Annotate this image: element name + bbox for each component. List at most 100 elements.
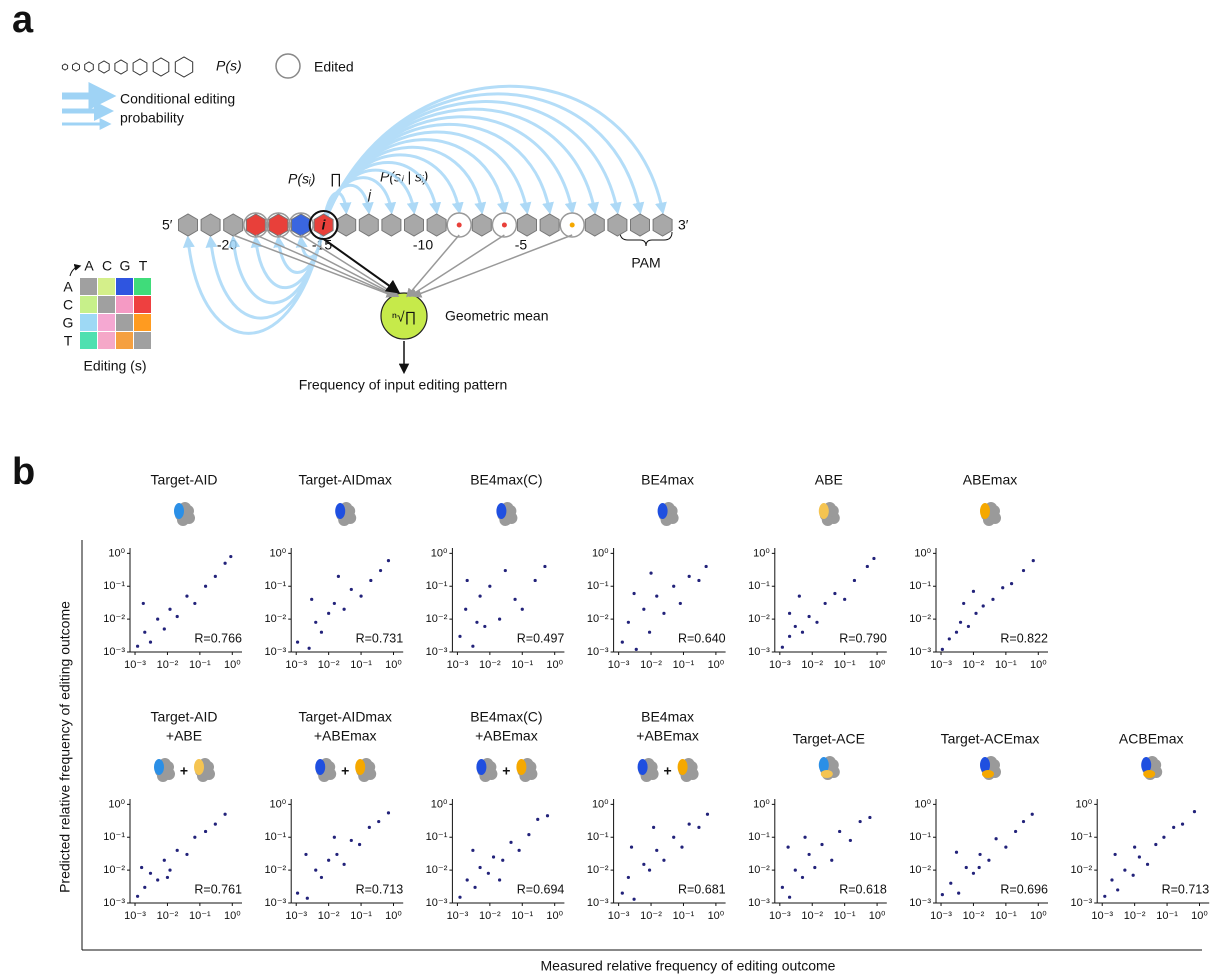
data-point <box>833 592 836 595</box>
data-point <box>978 853 981 856</box>
data-point <box>627 876 630 879</box>
y-tick-label: 10⁻² <box>587 613 609 625</box>
chart-title: Target-ACE <box>793 731 865 747</box>
scatter-plot: BE4max+ABEmax+10⁻³10⁻²10⁻¹10⁰10⁻³10⁻²10⁻… <box>587 709 726 922</box>
chart-title: Target-ACEmax <box>941 731 1040 747</box>
data-point <box>949 882 952 885</box>
x-tick-label: 10⁻² <box>157 659 179 671</box>
icon-domain <box>658 503 668 519</box>
matrix-col: T <box>139 258 148 274</box>
data-point <box>475 621 478 624</box>
x-tick-label: 10⁰ <box>708 659 725 671</box>
data-point <box>168 608 171 611</box>
matrix-row: T <box>64 333 73 349</box>
scatter-plot: BE4max(C)10⁻³10⁻²10⁻¹10⁰10⁻³10⁻²10⁻¹10⁰R… <box>426 472 565 671</box>
y-tick-label: 10⁻² <box>587 864 609 876</box>
edit-dot <box>502 223 507 228</box>
x-tick-label: 10⁰ <box>1030 910 1047 922</box>
x-tick-label: 10⁻² <box>318 910 340 922</box>
icon-domain <box>315 759 325 775</box>
data-point <box>632 592 635 595</box>
correlation: R=0.618 <box>839 882 887 896</box>
x-tick-label: 10⁻² <box>318 659 340 671</box>
data-point <box>820 843 823 846</box>
x-tick-label: 10⁰ <box>869 910 886 922</box>
x-tick-label: 10⁻² <box>801 659 823 671</box>
chart-title: +ABEmax <box>636 728 699 744</box>
y-tick-label: 10⁻¹ <box>264 831 286 843</box>
data-point <box>621 641 624 644</box>
correlation: R=0.766 <box>194 631 242 645</box>
data-point <box>333 836 336 839</box>
data-point <box>314 869 317 872</box>
matrix-cell <box>80 296 97 313</box>
icon-join: + <box>664 763 672 779</box>
chart-title: Target-AIDmax <box>299 709 392 725</box>
x-tick-label: 10⁻¹ <box>834 659 856 671</box>
data-point <box>543 565 546 568</box>
data-point <box>635 648 638 651</box>
data-point <box>350 588 353 591</box>
data-point <box>824 602 827 605</box>
icon-join: + <box>341 763 349 779</box>
legend-text: P(s) <box>216 58 242 74</box>
x-tick-label: 10⁻³ <box>447 659 469 671</box>
legend-hexagon <box>85 62 94 72</box>
y-tick-label: 10⁻³ <box>103 897 125 909</box>
data-point <box>794 625 797 628</box>
matrix-cell <box>116 332 133 349</box>
data-point <box>521 608 524 611</box>
data-point <box>193 836 196 839</box>
data-point <box>688 823 691 826</box>
data-point <box>630 846 633 849</box>
icon-domain <box>516 759 526 775</box>
y-tick-label: 10⁻² <box>264 864 286 876</box>
data-point <box>1162 836 1165 839</box>
data-point <box>868 816 871 819</box>
panel-label: b <box>12 451 35 493</box>
x-tick-label: 10⁰ <box>1030 659 1047 671</box>
icon-domain <box>335 503 345 519</box>
nucleotide <box>631 214 650 236</box>
icon-domain <box>1143 770 1155 778</box>
x-tick-label: 10⁻² <box>640 910 662 922</box>
edit-dot <box>570 223 575 228</box>
y-tick-label: 10⁻¹ <box>909 580 931 592</box>
data-point <box>991 598 994 601</box>
data-point <box>1116 888 1119 891</box>
data-point <box>794 869 797 872</box>
panel-b: b Predicted relative frequency of editin… <box>12 451 1209 974</box>
data-point <box>193 602 196 605</box>
y-axis-label: Predicted relative frequency of editing … <box>57 601 73 893</box>
matrix-cell <box>98 332 115 349</box>
data-point <box>655 849 658 852</box>
legend-text: probability <box>120 110 184 126</box>
data-point <box>156 878 159 881</box>
icon-domain <box>980 503 990 519</box>
data-point <box>176 615 179 618</box>
nucleotide <box>472 214 491 236</box>
correlation: R=0.790 <box>839 631 887 645</box>
data-point <box>1022 569 1025 572</box>
chart-title: Target-AIDmax <box>299 472 392 488</box>
formula: ∏ <box>330 171 342 187</box>
data-point <box>941 648 944 651</box>
data-point <box>859 820 862 823</box>
data-point <box>223 813 226 816</box>
data-point <box>982 604 985 607</box>
data-point <box>672 836 675 839</box>
data-point <box>803 836 806 839</box>
data-point <box>306 897 309 900</box>
data-point <box>350 839 353 842</box>
x-tick-label: 10⁻³ <box>608 659 630 671</box>
correlation: R=0.713 <box>1162 882 1210 896</box>
data-point <box>838 830 841 833</box>
correlation: R=0.761 <box>194 882 242 896</box>
data-point <box>972 872 975 875</box>
figure: a P(s) Edited Conditional editing probab… <box>0 0 1222 977</box>
y-tick-label: 10⁻³ <box>587 897 609 909</box>
correlation: R=0.713 <box>356 882 404 896</box>
data-point <box>1110 878 1113 881</box>
